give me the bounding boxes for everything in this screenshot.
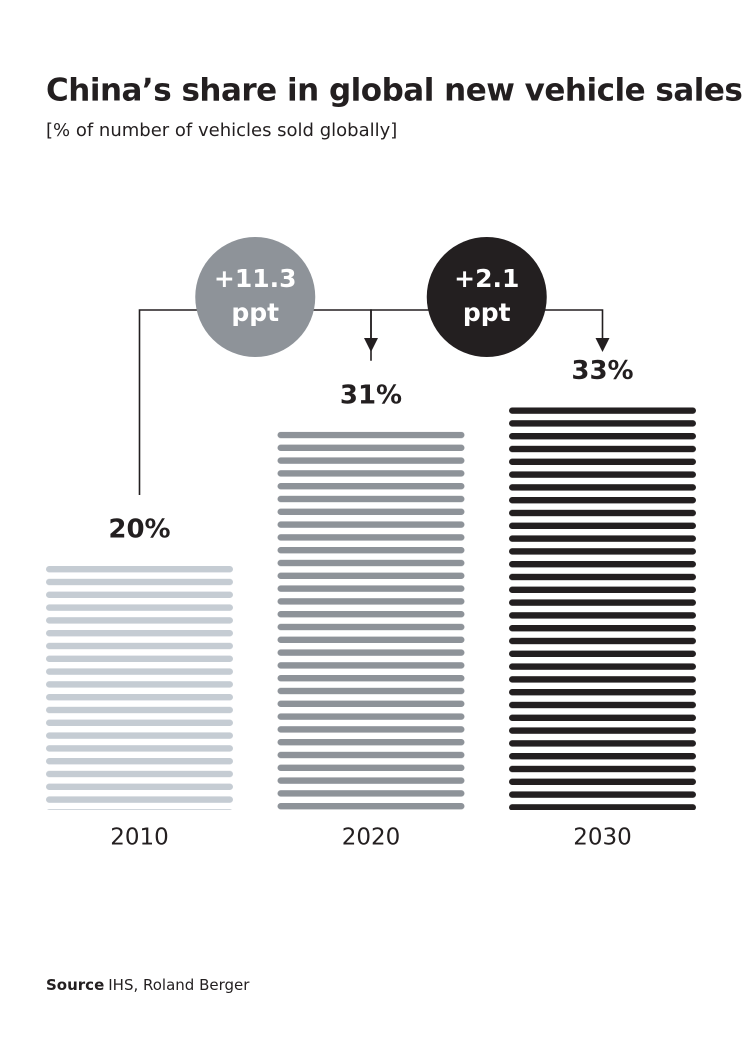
- change-badge: [426, 237, 547, 357]
- bar: [509, 407, 696, 810]
- change-value: +11.3: [214, 264, 297, 293]
- chart-title: China’s share in global new vehicle sale…: [46, 73, 742, 109]
- arrow-head: [595, 338, 610, 352]
- change-unit: ppt: [463, 298, 511, 327]
- bar: [46, 566, 233, 810]
- source-text: IHS, Roland Berger: [108, 976, 250, 994]
- x-tick-label: 2030: [573, 825, 632, 851]
- value-label: 31%: [340, 380, 402, 410]
- value-label: 20%: [108, 515, 170, 545]
- x-tick-label: 2010: [110, 825, 169, 851]
- source-label: Source: [46, 976, 104, 994]
- change-badge: [195, 237, 316, 357]
- bar: [277, 431, 465, 810]
- value-label: 33%: [571, 356, 633, 386]
- change-unit: ppt: [231, 298, 279, 327]
- change-value: +2.1: [454, 264, 519, 293]
- x-tick-label: 2020: [342, 825, 401, 851]
- chart-subtitle: [% of number of vehicles sold globally]: [46, 120, 397, 141]
- source: Source IHS, Roland Berger: [46, 976, 250, 994]
